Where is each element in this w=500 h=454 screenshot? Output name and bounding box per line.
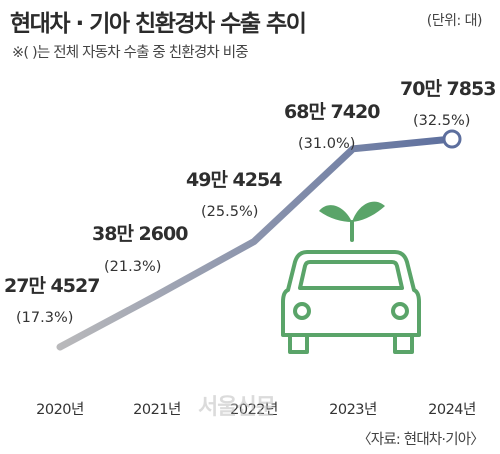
- data-label-share: (21.3%): [104, 259, 161, 275]
- data-label-value: 68만 7420: [284, 101, 380, 123]
- data-label-share: (17.3%): [16, 310, 73, 326]
- data-label-share: (31.0%): [298, 136, 355, 152]
- data-label-share: (32.5%): [413, 113, 470, 129]
- data-label-share: (25.5%): [201, 204, 258, 220]
- unit-label: (단위: 대): [426, 13, 483, 29]
- data-label-value: 27만 4527: [4, 275, 99, 297]
- x-tick-label: 2020년: [36, 401, 84, 418]
- x-tick-label: 2023년: [329, 401, 377, 418]
- watermark: 서울신문: [198, 395, 276, 420]
- x-tick-label: 2024년: [428, 401, 476, 418]
- data-label-value: 70만 7853: [400, 78, 495, 100]
- data-label-value: 38만 2600: [92, 223, 188, 245]
- eco-car-icon: [281, 201, 421, 354]
- series-line: [56, 135, 456, 351]
- footnote: ※( )는 전체 자동차 수출 중 친환경차 비중: [12, 45, 249, 61]
- source-note: 〈자료: 현대차·기아〉: [357, 432, 485, 448]
- chart-title: 현대차 · 기아 친환경차 수출 추이: [10, 11, 307, 37]
- x-tick-label: 2021년: [133, 401, 181, 418]
- data-point-2024: [442, 129, 462, 149]
- data-label-value: 49만 4254: [186, 169, 282, 191]
- x-tick-label: 2022년: [230, 401, 278, 418]
